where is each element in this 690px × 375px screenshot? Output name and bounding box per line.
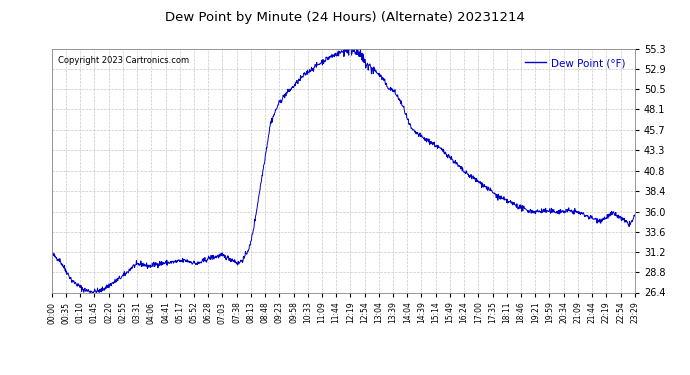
Legend: Dew Point (°F): Dew Point (°F) xyxy=(521,54,629,72)
Text: Copyright 2023 Cartronics.com: Copyright 2023 Cartronics.com xyxy=(57,56,188,65)
Text: Dew Point by Minute (24 Hours) (Alternate) 20231214: Dew Point by Minute (24 Hours) (Alternat… xyxy=(165,11,525,24)
